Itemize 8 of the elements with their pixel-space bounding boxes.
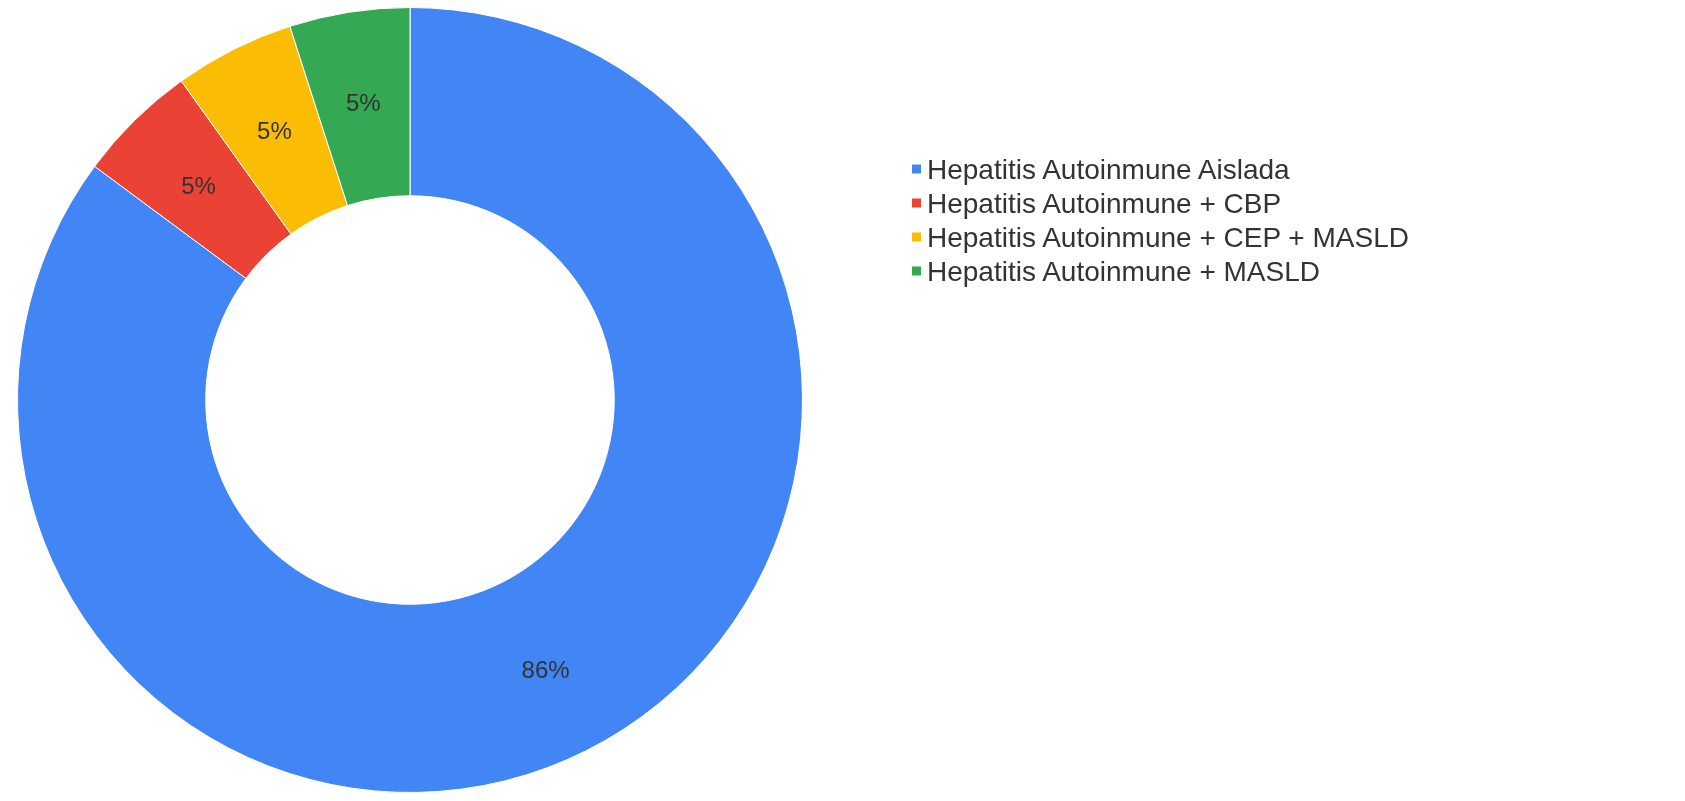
legend-label: Hepatitis Autoinmune Aislada	[927, 153, 1291, 185]
data-label: 5%	[345, 88, 381, 116]
legend-label: Hepatitis Autoinmune + CEP + MASLD	[927, 221, 1409, 253]
data-label: 5%	[181, 171, 216, 199]
legend-label: Hepatitis Autoinmune + CBP	[927, 187, 1282, 219]
data-label: 86%	[521, 655, 570, 683]
data-label: 5%	[257, 117, 292, 145]
legend-label: Hepatitis Autoinmune + MASLD	[927, 255, 1320, 287]
